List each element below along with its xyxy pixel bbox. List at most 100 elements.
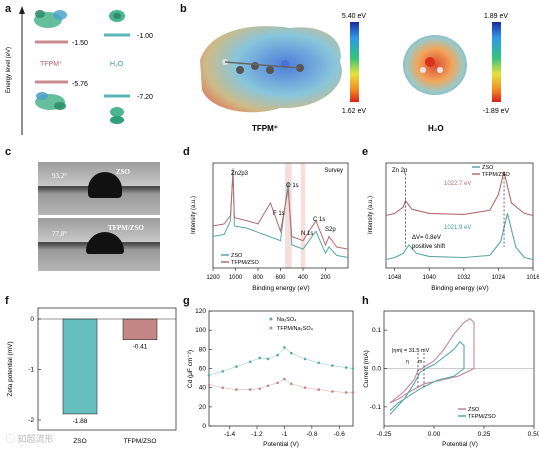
xps-zn2p-chart: Intensity (a.u.) Binding energy (eV) Zn … xyxy=(368,162,539,292)
droplet xyxy=(88,172,122,198)
bar-value-label: -1.88 xyxy=(73,418,88,425)
chart-title: Survey xyxy=(324,168,343,174)
sample-name-tfpm: TFPM/ZSO xyxy=(108,224,144,232)
y-tick-label: -1 xyxy=(28,367,34,374)
esp-maps: TFPM⁺ 5.40 eV 1.62 eV H₂O 1.89 eV -1.89 … xyxy=(200,13,510,133)
x-tick-label: 1032 xyxy=(457,275,471,281)
energy-axis-label: Energy level (eV) xyxy=(6,47,12,93)
energy-level-diagram: Energy level (eV) -1.50 -1.00 TFPM⁺ H₂O … xyxy=(6,6,153,135)
y-tick-label: 0 xyxy=(30,316,34,323)
legend: ZSO TFPM/ZSO xyxy=(221,253,260,266)
watermark: ◯ 知超流形 xyxy=(6,432,54,445)
x-tick-label: 1016 xyxy=(526,275,539,281)
x-tick-label: -0.25 xyxy=(377,431,392,438)
annotation-shift: positive shift xyxy=(412,244,445,250)
y-tick-label: 100 xyxy=(195,327,206,334)
y-tick-label: 60 xyxy=(199,366,207,373)
linear-sweep-chart: Current (mA) Potential (V) -0.25 0.00 0.25… xyxy=(363,310,539,448)
category-label: TFPM/ZSO xyxy=(124,438,157,445)
peak-label: N 1s xyxy=(301,231,313,237)
xps-survey-chart: Intensity (a.u.) Binding energy (eV) Sur… xyxy=(191,162,349,292)
series-line-1 xyxy=(208,378,353,393)
peak-label: F 1s xyxy=(273,211,285,217)
panel-label-e: e xyxy=(362,146,369,158)
series-line-1 xyxy=(389,340,465,415)
x-tick-label: 800 xyxy=(253,275,264,281)
panel-label-b: b xyxy=(180,3,187,15)
annotation-eta-symbol: η xyxy=(406,359,409,365)
peak-label: O 1s xyxy=(286,183,299,189)
y-axis-label: Cd (μF cm⁻²) xyxy=(187,350,194,388)
panel-label-h: h xyxy=(362,295,369,307)
y-tick-label: 120 xyxy=(195,308,206,315)
y-tick-label: 0.0 xyxy=(372,366,381,373)
zeta-potential-chart: Zeta potential (mV) -1.88 ZSO -0.41 TFPM/ZS… xyxy=(7,307,177,445)
bar-1 xyxy=(122,318,158,341)
watermark-text: 知超流形 xyxy=(17,434,54,444)
plot-frame xyxy=(385,162,534,269)
x-axis-label: Potential (V) xyxy=(442,441,478,448)
x-tick-label: 1024 xyxy=(492,275,506,281)
tfpm-homo-value: -5.76 xyxy=(72,81,88,88)
category-label: ZSO xyxy=(73,438,86,445)
legend-tfpm: TFPM/ZSO xyxy=(482,172,511,178)
contact-angle-zso: 93.2° xyxy=(52,172,68,180)
x-tick-label: -1.2 xyxy=(251,431,263,438)
series-line-1 xyxy=(212,173,349,250)
x-axis-label: Binding energy (eV) xyxy=(252,285,309,292)
highlight-band xyxy=(285,163,292,268)
annotation-m-symbol: m xyxy=(418,359,422,365)
sample-name-zso: ZSO xyxy=(116,168,131,176)
x-tick-label: 1040 xyxy=(423,275,437,281)
x-tick-label: 600 xyxy=(275,275,286,281)
energy-axis-arrow-icon xyxy=(19,6,25,14)
legend: ZSO TFPM/ZSO xyxy=(458,407,497,420)
tfpm-scale-max: 5.40 eV xyxy=(342,13,366,20)
x-tick-label: -1.4 xyxy=(224,431,236,438)
h2o-scale-max: 1.89 eV xyxy=(484,13,508,20)
y-tick-label: 80 xyxy=(199,346,207,353)
tfpm-scale-min: 1.62 eV xyxy=(342,108,366,115)
y-tick-label: -0.1 xyxy=(370,404,382,411)
legend-tfpm-na2so4: TFPM/Na₂SO₄ xyxy=(277,326,314,332)
h2o-scale-min: -1.89 eV xyxy=(483,108,510,115)
x-axis-label: Potential (V) xyxy=(263,441,299,448)
y-tick-label: 40 xyxy=(199,385,207,392)
y-tick-label: 0.1 xyxy=(372,327,381,334)
tfpm-lumo-value: -1.50 xyxy=(72,40,88,47)
annotation-eta: |ηm| = 31.5 mV xyxy=(392,348,430,354)
x-tick-label: 0.25 xyxy=(478,431,491,438)
h2o-homo-orbital xyxy=(110,107,124,124)
x-tick-label: 1000 xyxy=(229,275,243,281)
h2o-lumo-value: -1.00 xyxy=(137,33,153,40)
contact-angle-photo-zso: 93.2° ZSO xyxy=(38,162,160,215)
x-tick-label: -0.8 xyxy=(306,431,318,438)
series-line-0 xyxy=(389,317,475,404)
h2o-colorbar xyxy=(492,22,501,102)
contact-angle-photo-tfpm: 77.8° TFPM/ZSO xyxy=(38,218,160,271)
x-tick-label: 1048 xyxy=(388,275,402,281)
watermark-logo-icon: ◯ xyxy=(6,434,16,444)
tfpm-lumo-orbital xyxy=(34,10,67,28)
panel-label-f: f xyxy=(5,295,9,307)
x-tick-label: -1 xyxy=(282,431,288,438)
y-tick-label: 20 xyxy=(199,404,207,411)
legend-tfpm: TFPM/ZSO xyxy=(231,260,260,266)
h2o-esp-surface xyxy=(403,35,467,95)
series-line-0 xyxy=(385,213,534,261)
panel-label-g: g xyxy=(183,295,190,307)
h2o-label: H₂O xyxy=(110,61,124,68)
h2o-lumo-orbital xyxy=(109,10,125,22)
tfpm-name: TFPM⁺ xyxy=(252,124,278,133)
x-tick-label: 1200 xyxy=(206,275,220,281)
contact-angle-tfpm: 77.8° xyxy=(52,230,68,238)
annotation-delta-v: ΔV= 0.8eV xyxy=(412,235,441,241)
peak-label: S2p xyxy=(325,227,336,233)
y-tick-label: 0 xyxy=(202,423,206,430)
series-line-1 xyxy=(385,171,534,217)
y-axis-label: Intensity (a.u.) xyxy=(191,196,197,234)
series-line-0 xyxy=(208,347,354,376)
legend-zso: ZSO xyxy=(231,253,243,259)
legend-zso: ZSO xyxy=(468,407,480,413)
legend-zso: ZSO xyxy=(482,165,494,171)
